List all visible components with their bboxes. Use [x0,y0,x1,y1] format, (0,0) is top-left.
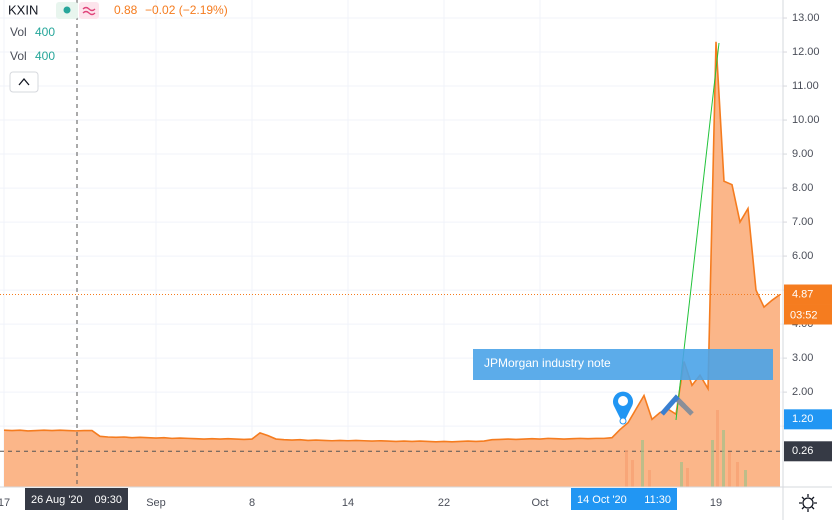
settings-icon-teeth [799,494,817,512]
volume-value: 400 [35,49,55,63]
price-change: −0.02 (−2.19%) [145,3,228,17]
crosshair-price-box [784,441,832,462]
y-tick-label: 12.00 [792,46,820,58]
volume-bars [625,410,747,487]
axes: 1.002.003.004.005.006.007.008.009.0010.0… [0,12,832,510]
pin[interactable] [613,391,633,424]
y-tick-label: 10.00 [792,114,820,126]
pin-dot [618,396,628,406]
arrow-icon-tail [676,398,694,416]
marker-price-box [784,409,832,430]
volume-bar [728,452,731,487]
volume-bar [625,450,628,487]
volume-label: Vol [10,25,27,39]
collapse-button[interactable] [9,71,39,93]
x-tick-label: 19 [710,497,722,509]
pin-anchor [619,417,627,425]
compare-icon [82,6,96,16]
countdown-box [784,304,832,325]
marker-price-label: 1.20 [792,413,813,425]
plot [0,41,783,487]
crosshair-price-label: 0.26 [792,445,813,457]
price-line [3,41,781,443]
compare-badge[interactable] [79,2,99,19]
marker_date-box [571,488,677,510]
volume-bar [722,430,725,487]
area [4,41,780,487]
symbol: KXIN [8,2,38,17]
price: 0.88 [114,3,138,17]
grid [0,0,783,487]
y-tick-label: 2.00 [792,386,813,398]
last-price-label: 4.87 [792,288,813,300]
y-tick-label: 3.00 [792,352,813,364]
countdown: 03:52 [790,309,818,321]
x-tick-label: 14 [342,497,354,509]
y-tick-label: 11.00 [792,80,819,92]
volume-bar [631,460,634,487]
volume-bar [680,462,683,487]
volume-bar [686,468,689,487]
annotation-box[interactable] [473,349,773,380]
crosshair_date-box [25,488,128,510]
volume-value: 400 [35,25,55,39]
marker_date-time: 11:30 [644,494,671,506]
volume-bar [711,440,714,487]
x-tick-label: 8 [249,497,255,509]
y-tick-label: 13.00 [792,12,820,24]
volume-label: Vol [10,49,27,63]
collapse-icon [18,77,30,86]
annotation-text: JPMorgan industry note [484,356,611,370]
volume-bar [648,470,651,487]
marker_date-date: 14 Oct '20 [577,494,627,506]
y-tick-label: 8.00 [792,182,813,194]
x-tick-label: 22 [438,497,450,509]
x-tick-label: Oct [531,497,548,509]
x-tick-label: 17 [0,497,10,509]
y-tick-label: 6.00 [792,250,813,262]
volume-bar [716,410,719,487]
last-price-box [784,284,832,305]
crosshair_date-time: 09:30 [94,494,122,506]
volume-bar [744,470,747,487]
y-tick-label: 7.00 [792,216,813,228]
y-tick-label: 9.00 [792,148,813,160]
volume-bar [736,462,739,487]
settings-icon[interactable] [802,497,814,509]
crosshair_date-date: 26 Aug '20 [31,494,83,506]
status-dot [63,6,71,14]
x-tick-label: Sep [146,497,166,509]
volume-bar [641,440,644,487]
